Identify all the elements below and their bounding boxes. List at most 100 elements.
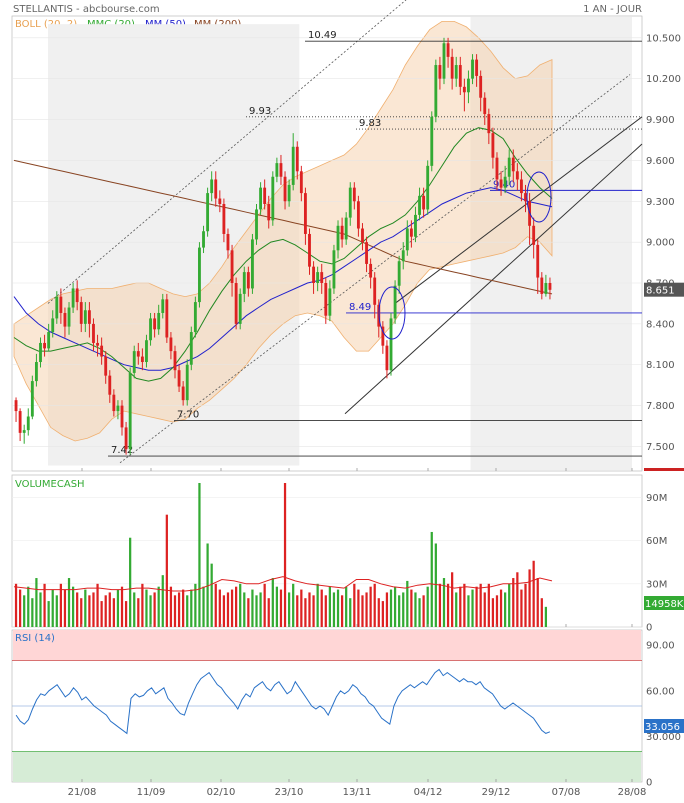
candle-body	[132, 351, 136, 373]
rsi-legend: RSI (14)	[15, 633, 55, 644]
candle-body	[238, 293, 242, 324]
rsi-last-label: 33.056	[645, 722, 680, 733]
candle-body	[181, 386, 185, 401]
candle-body	[26, 416, 30, 431]
volume-bar	[23, 595, 26, 627]
candle-body	[30, 381, 34, 417]
candle-body	[548, 283, 552, 290]
candle-body	[267, 203, 271, 221]
volume-bar	[96, 583, 99, 627]
candle-body	[348, 187, 352, 218]
candle-body	[295, 146, 299, 172]
volume-bar	[133, 592, 136, 627]
candle-body	[397, 261, 401, 286]
volume-bar	[71, 586, 75, 627]
candle-body	[344, 217, 348, 240]
rsi-layer	[12, 630, 642, 782]
candle-body	[303, 193, 307, 234]
candle-body	[96, 342, 99, 346]
volume-bar	[316, 583, 319, 627]
candle-body	[291, 146, 295, 185]
candle-body	[471, 59, 474, 79]
candle-body	[79, 302, 83, 324]
volume-bar	[235, 586, 238, 627]
volume-bar	[76, 592, 79, 627]
volume-bar	[475, 586, 478, 627]
volume-bar	[312, 595, 315, 627]
x-tick-label: 28/08	[618, 787, 647, 798]
volume-last-badge	[644, 596, 684, 610]
price-tick-label: 9.300	[646, 197, 675, 208]
volume-bar	[336, 589, 340, 627]
candle-body	[263, 187, 267, 204]
candle-body	[136, 351, 140, 357]
candle-body	[34, 362, 38, 382]
volume-bar	[149, 595, 152, 627]
candle-body	[271, 176, 275, 221]
candle-body	[414, 214, 417, 237]
candle-body	[47, 332, 51, 349]
candle-body	[381, 326, 385, 346]
volume-bar	[230, 589, 234, 627]
candle-body	[108, 375, 112, 395]
volume-bar	[214, 583, 217, 627]
candle-body	[430, 116, 434, 166]
volume-bar	[463, 583, 466, 627]
candle-body	[426, 165, 430, 210]
volume-tick-label: 60M	[646, 536, 667, 547]
volume-bar	[540, 598, 543, 627]
price-layer: 10.499.939.839.408.497.707.42	[12, 0, 643, 470]
volume-bar	[373, 583, 376, 627]
volume-bar	[279, 589, 283, 627]
candle-body	[373, 277, 377, 305]
candle-body	[177, 370, 181, 387]
volume-bar	[402, 592, 405, 627]
price-tick-label: 8.400	[646, 319, 675, 330]
volume-bar	[43, 583, 46, 627]
volume-bar	[491, 598, 495, 627]
legend-boll: BOLL (20, 2)	[15, 19, 77, 30]
volume-bar	[129, 537, 132, 627]
volume-bar	[88, 595, 91, 627]
candle-body	[255, 209, 258, 240]
candle-body	[438, 65, 442, 79]
volume-bar	[194, 583, 197, 627]
volume-bar	[365, 592, 368, 627]
candle-body	[316, 272, 320, 284]
price-tick-label: 9.600	[646, 156, 675, 167]
candle-body	[128, 372, 132, 450]
candle-body	[234, 283, 238, 324]
candle-body	[491, 133, 495, 158]
price-tick-label: 8.100	[646, 360, 675, 371]
volume-bar	[153, 592, 156, 627]
last-price-badge	[644, 282, 684, 297]
volume-bar	[406, 580, 409, 627]
volume-bar	[247, 598, 250, 627]
volume-bar	[165, 514, 168, 627]
candle-body	[532, 225, 536, 245]
volume-bar	[275, 586, 279, 627]
mm200-line	[13, 159, 553, 295]
volume-last-label: 14958K	[645, 599, 684, 610]
candle-body	[462, 86, 466, 93]
volume-bar	[328, 586, 331, 627]
volume-bar	[120, 586, 124, 627]
price-marker	[644, 468, 684, 471]
volume-bar	[418, 598, 421, 627]
x-tick-label: 23/10	[275, 787, 304, 798]
volume-bar	[483, 592, 486, 627]
volume-bar	[104, 595, 107, 627]
level-label: 7.42	[111, 445, 133, 456]
candle-body	[524, 193, 527, 202]
candle-body	[226, 233, 230, 251]
candle-body	[189, 332, 193, 365]
volume-bar	[467, 595, 470, 627]
candle-body	[520, 179, 523, 194]
volume-bar	[377, 598, 380, 627]
volume-average-line	[13, 576, 553, 592]
volume-bar	[345, 586, 348, 627]
volume-bar	[353, 583, 356, 627]
volume-bar	[349, 598, 352, 627]
bollinger-band	[13, 21, 553, 442]
candle-body	[442, 43, 446, 79]
